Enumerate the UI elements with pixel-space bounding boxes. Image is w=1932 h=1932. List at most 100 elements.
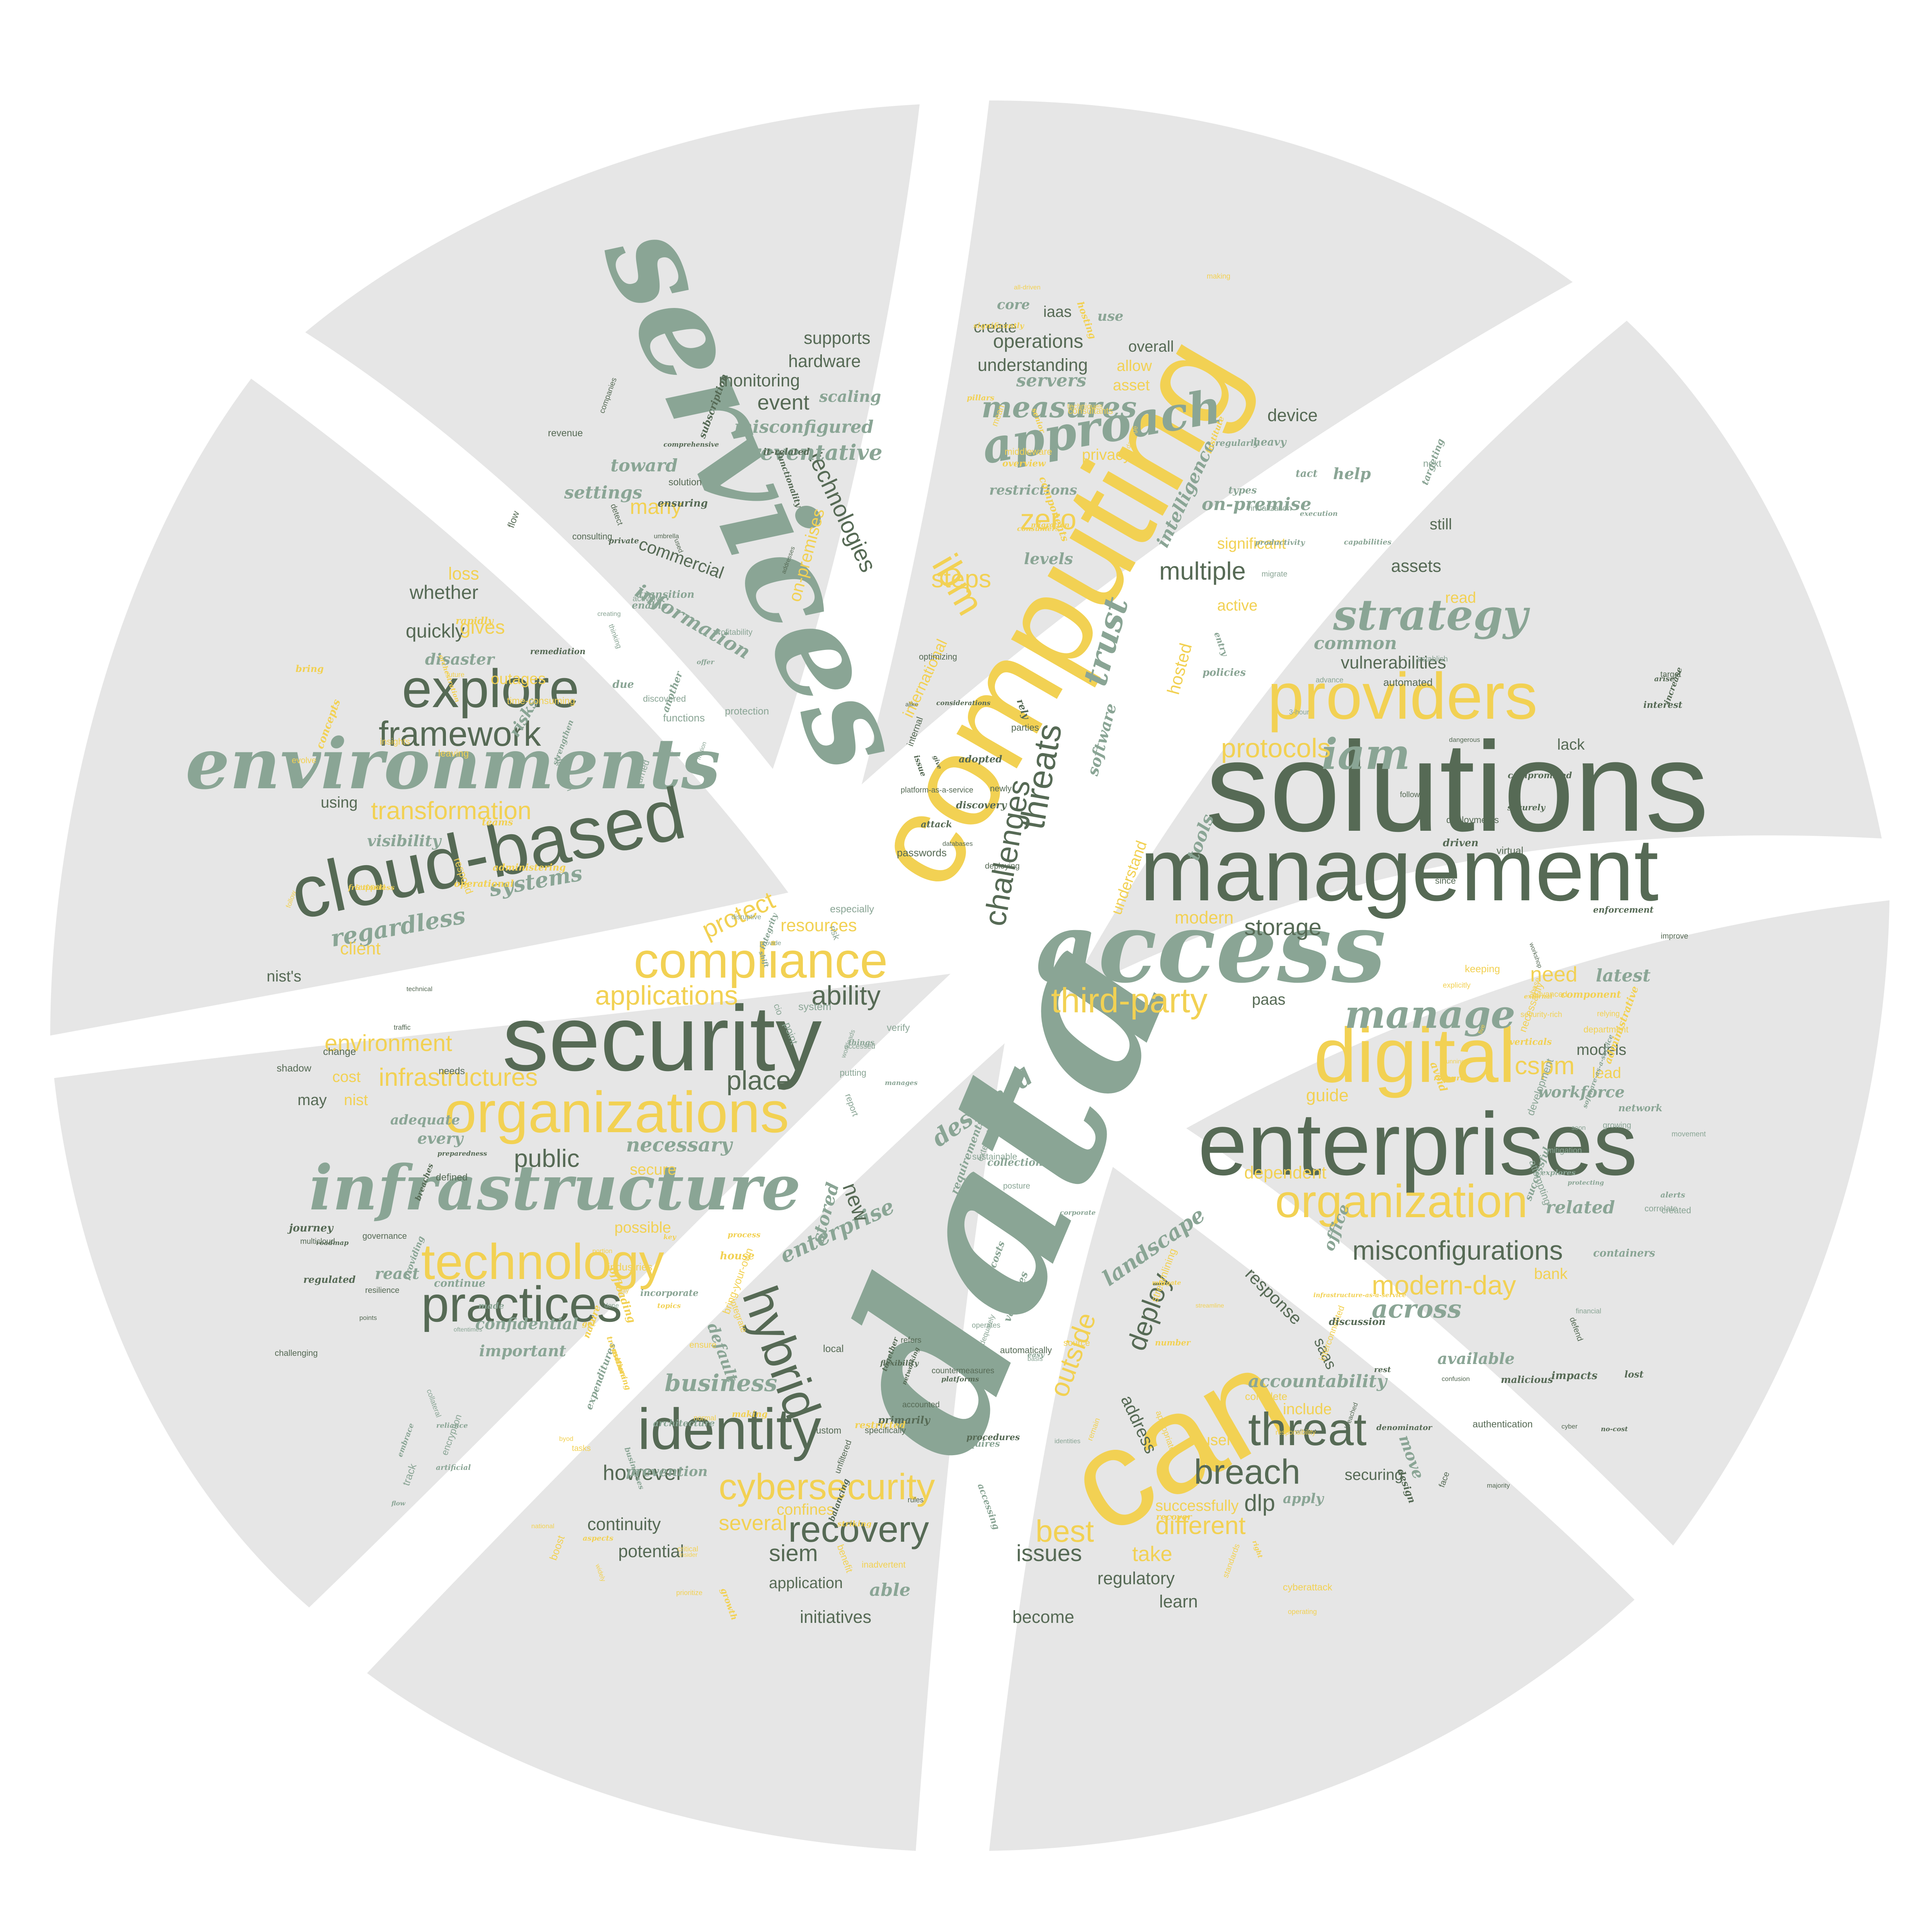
word-small: optimizing — [919, 652, 957, 662]
word-restrictions: restrictions — [989, 482, 1077, 498]
word-small: mitigation — [1547, 1146, 1582, 1155]
word-small: malicious — [1501, 1374, 1553, 1385]
word-small: created — [1662, 1205, 1691, 1215]
word-steps: steps — [931, 565, 991, 593]
word-access: access — [1036, 891, 1386, 1004]
word-small: regularly — [1215, 438, 1260, 448]
word-may: may — [298, 1092, 327, 1109]
word-small: adopted — [959, 753, 1002, 765]
word-small: rapidly — [456, 615, 494, 626]
word-small: done — [604, 1302, 619, 1309]
word-able: able — [869, 1580, 910, 1600]
word-small: traffic — [394, 1024, 411, 1031]
word-small: middleware — [1005, 447, 1052, 457]
word-important: important — [479, 1342, 566, 1360]
word-small: flow — [505, 509, 522, 529]
word-event: event — [757, 390, 810, 414]
word-small: thinking — [607, 623, 623, 650]
word-levels: levels — [1024, 550, 1073, 568]
word-small: teams — [482, 816, 513, 828]
word-active: active — [1217, 597, 1258, 614]
word-small: preparedness — [437, 1150, 487, 1158]
word-whether: whether — [409, 582, 478, 603]
word-small: movement — [1672, 1130, 1706, 1138]
word-small: verify — [887, 1022, 910, 1033]
word-small: aspects — [583, 1534, 614, 1543]
word-storage: storage — [1244, 914, 1321, 940]
word-small: security-rich — [1520, 1010, 1562, 1019]
word-small: protecting — [1568, 1179, 1604, 1186]
word-small: easy — [1027, 1351, 1045, 1359]
word-small: types — [1228, 485, 1257, 496]
word-place: place — [726, 1065, 791, 1095]
word-public: public — [514, 1144, 580, 1172]
word-initiatives: initiatives — [800, 1607, 871, 1627]
word-small: actively — [633, 594, 660, 603]
word-securing: securing — [1345, 1466, 1403, 1483]
word-preventative: preventative — [734, 440, 883, 465]
word-privacy: privacy — [1082, 446, 1131, 463]
word-identity: identity — [638, 1396, 821, 1461]
word-small: leaving — [438, 748, 469, 759]
word-small: architecture — [653, 1418, 715, 1429]
word-small: deploying — [985, 862, 1020, 871]
word-dlp: dlp — [1244, 1490, 1275, 1516]
word-on-premise: on-premise — [1202, 494, 1311, 514]
word-small: heavy — [1253, 436, 1287, 448]
word-small: insights — [380, 736, 410, 747]
word-become: become — [1012, 1607, 1074, 1627]
word-small: rules — [908, 1496, 923, 1504]
word-small: ensure — [689, 1340, 716, 1350]
word-small: journey — [287, 1222, 334, 1234]
word-small: another — [660, 669, 685, 714]
word-potential: potential — [618, 1541, 684, 1561]
word-gives: gives — [460, 616, 505, 638]
word-small: report — [843, 1092, 861, 1118]
word-small: normal — [694, 1414, 716, 1422]
word-small: followed — [1400, 791, 1428, 799]
word-servers: servers — [1016, 370, 1087, 391]
word-hosted: hosted — [1163, 641, 1196, 697]
word-common: common — [1314, 633, 1397, 653]
word-small: soon — [1571, 1124, 1586, 1131]
word-scaling: scaling — [819, 388, 881, 406]
word-small: offer — [697, 658, 714, 666]
word-compliance: compliance — [634, 932, 888, 988]
word-settings: settings — [564, 482, 642, 503]
segment-top-left — [305, 104, 920, 769]
word-asset: asset — [1113, 377, 1150, 394]
word-lead: lead — [1592, 1065, 1621, 1082]
word-small: complete — [1245, 1391, 1287, 1402]
word-small: external — [1524, 993, 1553, 1000]
word-small: protection — [725, 705, 769, 717]
word-many: many — [630, 495, 682, 519]
word-small: automatically — [1000, 1345, 1052, 1355]
word-environments: environments — [185, 723, 720, 805]
word-small: platforms — [941, 1375, 979, 1383]
word-small: growing — [1603, 1121, 1631, 1130]
word-small: striking — [837, 1519, 872, 1528]
word-small: countermeasures — [932, 1366, 994, 1375]
word-best: best — [1036, 1514, 1094, 1548]
word-multiple: multiple — [1159, 557, 1246, 585]
word-small: key — [663, 1233, 677, 1241]
word-lack: lack — [1557, 736, 1585, 753]
word-small: recover — [1156, 1512, 1192, 1522]
word-read: read — [1445, 589, 1476, 606]
word-small: resilience — [365, 1286, 400, 1295]
word-several: several — [719, 1511, 787, 1535]
word-small: execution — [1300, 510, 1338, 518]
word-small: solution — [668, 477, 702, 488]
word-small: keeping — [1465, 963, 1500, 975]
word-small: way — [617, 1287, 629, 1294]
word-understanding: understanding — [978, 355, 1088, 375]
word-cost: cost — [332, 1068, 361, 1085]
word-small: driven — [1443, 837, 1478, 849]
word-small: bring — [296, 663, 324, 674]
word-small: insider — [679, 1552, 698, 1558]
word-small: consulting — [572, 531, 612, 541]
word-small: mitigate — [1152, 1279, 1181, 1286]
word-small: refers — [901, 1336, 922, 1345]
word-assets: assets — [1391, 556, 1441, 576]
word-small: next — [1423, 458, 1441, 469]
